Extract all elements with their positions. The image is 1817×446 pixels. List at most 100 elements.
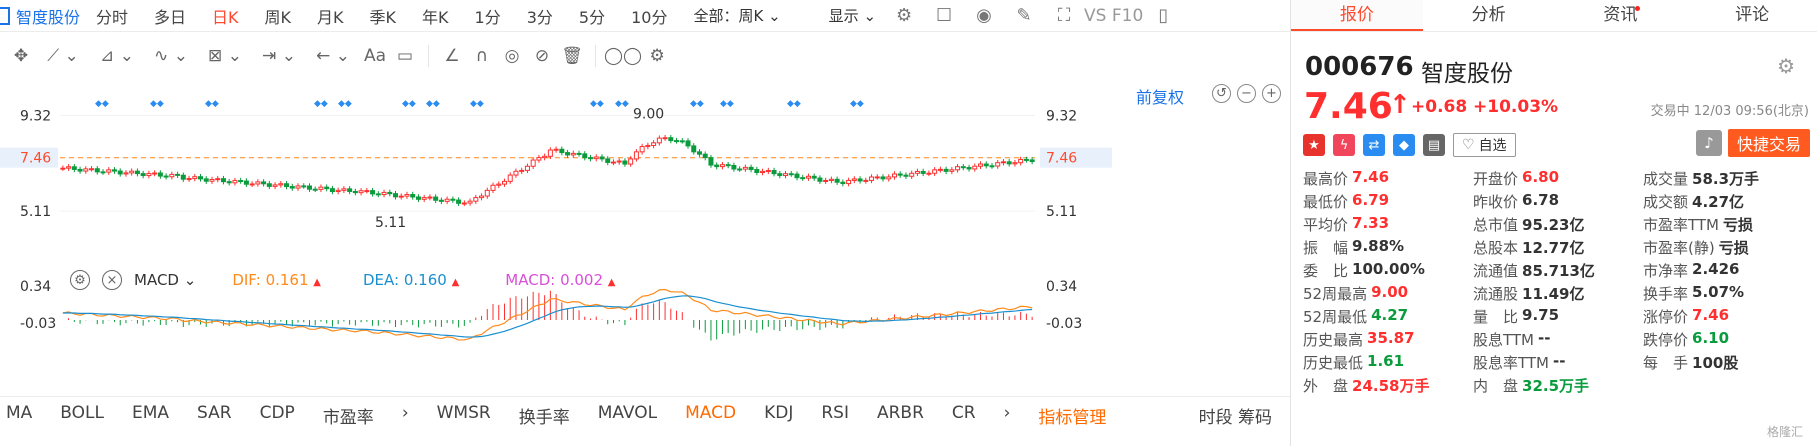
candle-body — [220, 178, 226, 183]
quote-settings-icon[interactable]: ⚙ — [1777, 54, 1795, 78]
period-5[interactable]: 季K — [369, 7, 397, 27]
wave-tool-icon[interactable]: ∿ ⌄ — [154, 46, 188, 66]
indicator-settings-icon[interactable]: ⚙ — [70, 270, 90, 290]
session-chip-button[interactable]: 时段 筹码 — [1198, 408, 1272, 428]
text-tool-icon[interactable]: Aa — [363, 46, 387, 66]
line-tool-icon[interactable]: ⟋ ⌄ — [47, 46, 79, 66]
lightning-icon[interactable]: ϟ — [1333, 134, 1355, 156]
note-icon[interactable]: ▤ — [1423, 134, 1445, 156]
period-3[interactable]: 周K — [264, 7, 292, 27]
range-tool-icon[interactable]: ⇥ ⌄ — [262, 46, 296, 66]
reset-icon[interactable]: ↺ — [1212, 84, 1231, 103]
fullscreen-icon[interactable]: ⛶ — [1057, 5, 1071, 26]
indicator-manage-button[interactable]: 指标管理 — [1038, 408, 1107, 428]
polyline-tool-icon[interactable]: ⊿ ⌄ — [100, 46, 134, 66]
tab-label: 资讯 — [1603, 5, 1638, 25]
kline-chart[interactable]: 9.32 9.32 7.46 7.46 5.11 5.11 9.00 5.11 ◆◆ ◆◆ ◆◆ ◆◆… — [0, 96, 1290, 396]
candle-body — [1029, 159, 1035, 163]
tab-0[interactable]: 报价 — [1291, 0, 1423, 31]
indicator-8[interactable]: MAVOL — [597, 403, 658, 423]
candle-body — [111, 169, 117, 172]
eye-icon[interactable]: ◎ — [504, 46, 520, 66]
price-tick-right: 9.32 — [1046, 108, 1077, 124]
arrow-tool-icon[interactable]: ← ⌄ — [316, 46, 350, 66]
candle-body — [312, 188, 318, 191]
stock-name: 智度股份 — [1421, 61, 1513, 87]
stock-name-label[interactable]: 智度股份 — [16, 7, 81, 27]
tab-label: 评论 — [1735, 5, 1770, 25]
display-menu[interactable]: 显示 ⌄ — [828, 7, 877, 25]
period-9[interactable]: 5分 — [578, 7, 606, 27]
vs-f10-button[interactable]: VS F10 — [1084, 5, 1144, 26]
tab-label: 分析 — [1471, 5, 1506, 25]
period-10[interactable]: 10分 — [631, 7, 668, 27]
period-8[interactable]: 3分 — [526, 7, 553, 27]
hide-icon[interactable]: ⊘ — [534, 46, 550, 66]
period-4[interactable]: 月K — [317, 7, 344, 27]
collapse-bracket-icon[interactable] — [0, 6, 10, 25]
quote-value: 4.27亿 — [1692, 193, 1745, 211]
period-2[interactable]: 日K — [212, 7, 239, 27]
indicator-12[interactable]: ARBR — [876, 403, 924, 423]
indicator-11[interactable]: RSI — [821, 403, 849, 423]
zoom-out-icon[interactable]: − — [1237, 84, 1256, 103]
mode-select[interactable]: 全部：周K ⌄ — [693, 7, 781, 25]
indicator-0[interactable]: MA — [6, 403, 33, 423]
indicator-6[interactable]: WMSR — [436, 403, 491, 423]
candle-body — [593, 156, 599, 160]
shuffle-icon[interactable]: ⇄ — [1363, 134, 1385, 156]
price-tick-left: 7.46 — [20, 151, 51, 167]
candle-body — [175, 173, 181, 176]
pen-icon[interactable]: ✎ — [1016, 5, 1032, 26]
event-marker: ◆◆ — [95, 99, 109, 109]
restore-right-button[interactable]: 前复权 — [1136, 88, 1185, 107]
indicator-10[interactable]: KDJ — [764, 403, 794, 423]
tag-icon[interactable]: ◆ — [1393, 134, 1415, 156]
indicator-13[interactable]: CR — [951, 403, 976, 423]
tab-2[interactable]: 资讯 — [1555, 0, 1687, 31]
angle-icon[interactable]: ∠ — [444, 46, 460, 66]
indicator-4[interactable]: CDP — [259, 403, 295, 423]
delete-icon[interactable]: 🗑 — [561, 46, 583, 66]
period-1[interactable]: 多日 — [154, 7, 187, 27]
bell-icon[interactable]: ♪ — [1696, 130, 1722, 156]
quote-panel: 报价 分析 资讯 评论 000676 智度股份 ⚙ 7.46 ↑ +0.68 +10.… — [1290, 0, 1817, 446]
indicator-more-left[interactable]: › — [401, 403, 409, 423]
quote-cell: 52周最低 4.27 — [1303, 306, 1473, 329]
candle-body — [1023, 158, 1029, 161]
event-marker: ◆◆ — [426, 99, 440, 109]
comment-icon[interactable]: ▭ — [396, 46, 414, 66]
indicator-1[interactable]: BOLL — [60, 403, 104, 423]
indicator-5[interactable]: 市盈率 — [322, 408, 374, 428]
indicator-7[interactable]: 换手率 — [518, 408, 570, 428]
toolbar-settings-icon[interactable]: ⚙ — [649, 46, 665, 66]
quote-label: 市净率 — [1643, 262, 1689, 280]
candle-body — [989, 165, 995, 168]
settings-icon[interactable]: ⚙ — [895, 5, 913, 26]
quick-trade-button[interactable]: 快捷交易 — [1728, 129, 1810, 157]
panel-toggle-icon[interactable]: ▯ — [1158, 5, 1169, 26]
tab-3[interactable]: 评论 — [1686, 0, 1817, 31]
magnet-icon[interactable]: ∩ — [475, 46, 489, 66]
link-icon[interactable]: ◯◯ — [604, 46, 643, 66]
candle-body — [284, 183, 290, 188]
indicator-9[interactable]: MACD — [685, 403, 737, 423]
indicator-3[interactable]: SAR — [197, 403, 232, 423]
tab-1[interactable]: 分析 — [1423, 0, 1555, 31]
period-6[interactable]: 年K — [422, 7, 449, 27]
candle-body — [897, 173, 903, 176]
period-7[interactable]: 1分 — [474, 7, 501, 27]
indicator-more[interactable]: › — [1003, 403, 1011, 423]
candle-body — [226, 181, 232, 184]
window-icon[interactable]: ☐ — [935, 5, 953, 26]
watchlist-button[interactable]: ♡ 自选 — [1453, 133, 1516, 157]
quote-cell: 成交量 58.3万手 — [1643, 168, 1813, 191]
zoom-in-icon[interactable]: + — [1262, 84, 1281, 103]
indicator-close-icon[interactable]: × — [102, 270, 122, 290]
indicator-select[interactable]: MACD ⌄ — [134, 271, 197, 289]
move-icon[interactable]: ✥ — [13, 46, 29, 66]
fib-tool-icon[interactable]: ⊠ ⌄ — [208, 46, 242, 66]
indicator-2[interactable]: EMA — [131, 403, 170, 423]
camera-icon[interactable]: ◉ — [976, 5, 992, 26]
period-0[interactable]: 分时 — [96, 7, 129, 27]
